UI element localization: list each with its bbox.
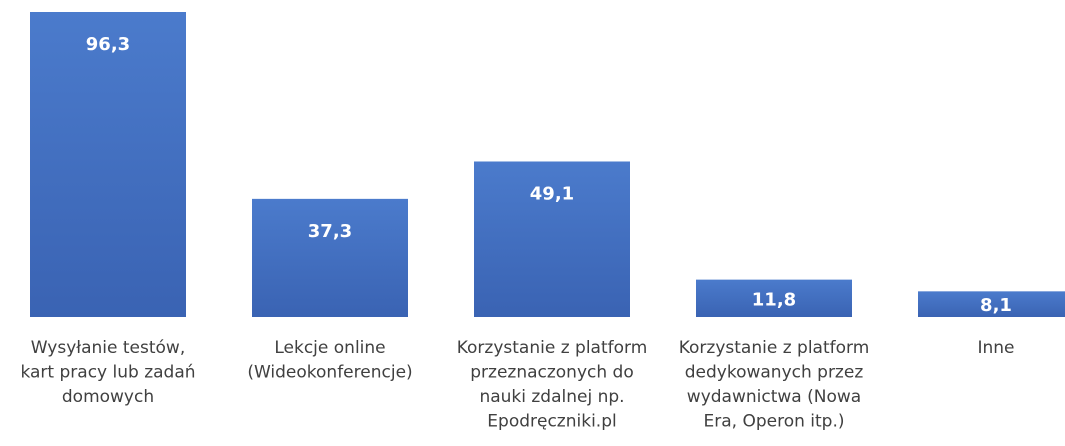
- data-label: 49,1: [530, 183, 574, 204]
- data-label: 37,3: [308, 221, 352, 242]
- x-tick-label: domowych: [62, 387, 154, 407]
- x-tick-label: (Wideokonferencje): [247, 363, 412, 383]
- data-label: 96,3: [86, 34, 130, 55]
- x-tick-label: Wysyłanie testów,: [31, 338, 185, 358]
- x-tick-label: nauki zdalnej np.: [479, 387, 624, 407]
- x-tick-label: Korzystanie z platform: [679, 338, 870, 358]
- x-tick-label: przeznaczonych do: [470, 363, 634, 383]
- x-tick-label: kart pracy lub zadań: [20, 363, 195, 383]
- data-label: 8,1: [980, 295, 1012, 316]
- bar: [30, 12, 186, 317]
- x-tick-label: Era, Operon itp.): [704, 412, 845, 432]
- x-tick-label: Lekcje online: [274, 338, 385, 358]
- bar: [918, 291, 1065, 317]
- x-tick-label: dedykowanych przez: [685, 363, 864, 383]
- bar: [474, 161, 630, 317]
- bar: [252, 198, 408, 317]
- x-tick-label: wydawnictwa (Nowa: [687, 387, 861, 407]
- data-label: 11,8: [752, 289, 796, 310]
- bar: [696, 279, 852, 317]
- x-tick-label: Korzystanie z platform: [457, 338, 648, 358]
- x-tick-label: Inne: [977, 338, 1014, 358]
- x-tick-label: Epodręczniki.pl: [487, 412, 616, 432]
